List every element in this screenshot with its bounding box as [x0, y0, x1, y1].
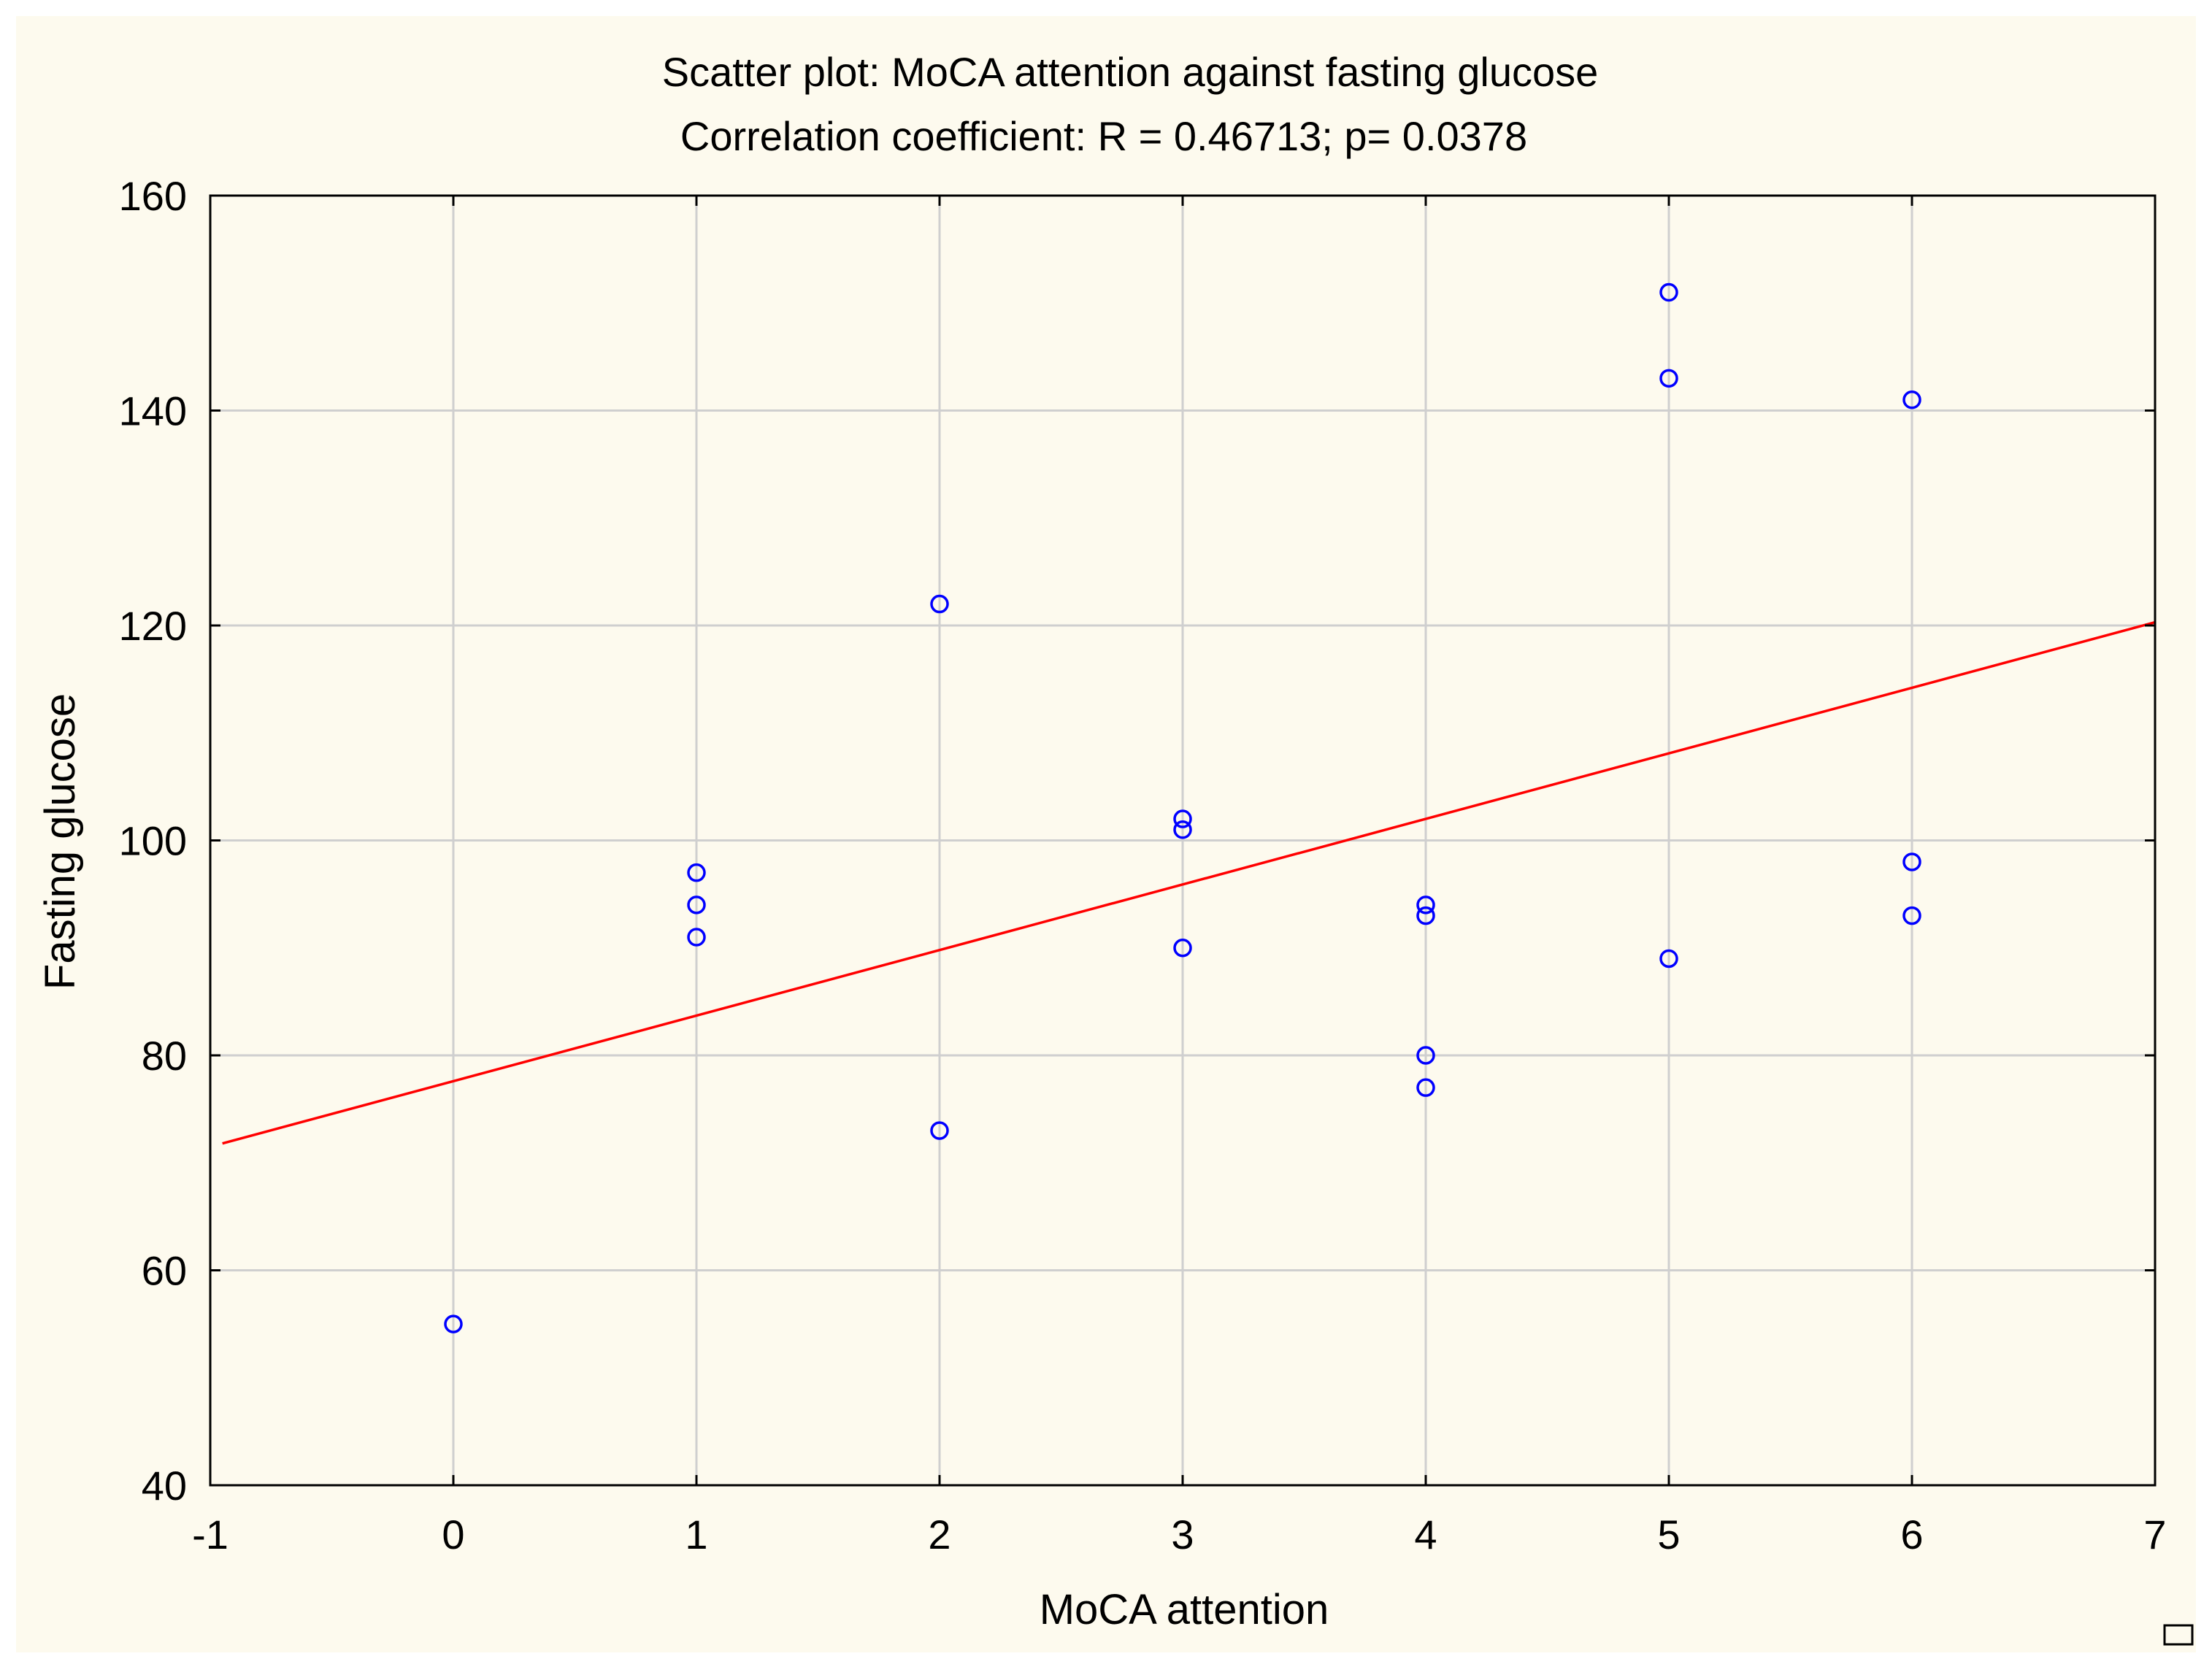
y-axis-label: Fasting glucose — [37, 693, 84, 990]
data-point — [444, 1314, 463, 1333]
x-tick-label: 6 — [1900, 1512, 1923, 1557]
data-point — [687, 928, 706, 947]
data-point — [1902, 852, 1921, 871]
data-point — [1416, 906, 1435, 925]
y-tick-label: 120 — [119, 603, 187, 649]
data-point — [1902, 390, 1921, 409]
data-point — [1173, 809, 1192, 828]
x-tick-label: 5 — [1657, 1512, 1680, 1557]
x-tick-label: 1 — [685, 1512, 707, 1557]
data-point — [930, 594, 949, 614]
x-tick-label: 4 — [1414, 1512, 1437, 1557]
y-tick-label: 140 — [119, 388, 187, 434]
data-point — [1416, 1046, 1435, 1065]
y-tick-labels: 40 60 80 100 120 140 160 — [119, 173, 187, 1509]
regression-line — [222, 620, 2156, 1145]
data-point — [1416, 1078, 1435, 1097]
x-axis-label: MoCA attention — [1040, 1586, 1329, 1633]
chart-subtitle: Correlation coefficient: R = 0.46713; p=… — [680, 113, 1527, 159]
axis-ticks — [209, 194, 2157, 1487]
data-point — [1416, 896, 1435, 914]
data-points — [444, 282, 1921, 1333]
x-tick-label: 2 — [928, 1512, 951, 1557]
data-point — [930, 1121, 949, 1140]
y-tick-label: 80 — [142, 1033, 187, 1079]
y-tick-label: 100 — [119, 818, 187, 864]
corner-box-icon — [2163, 1624, 2194, 1646]
chart-background — [16, 16, 2196, 1652]
x-tick-label: 7 — [2143, 1512, 2166, 1557]
x-tick-label: -1 — [192, 1512, 229, 1557]
data-point — [1173, 820, 1192, 839]
chart-title: Scatter plot: MoCA attention against fas… — [662, 49, 1599, 95]
y-tick-label: 60 — [142, 1248, 187, 1294]
x-tick-label: 0 — [442, 1512, 464, 1557]
x-tick-labels: -1 0 1 2 3 4 5 6 7 — [192, 1512, 2166, 1557]
data-point — [687, 863, 706, 882]
y-tick-label: 160 — [119, 173, 187, 219]
data-point — [1659, 949, 1678, 969]
data-point — [1902, 906, 1921, 925]
data-point — [1173, 939, 1192, 958]
x-tick-label: 3 — [1171, 1512, 1194, 1557]
regression-line-group — [222, 620, 2156, 1145]
data-point — [1659, 369, 1678, 388]
grid-lines — [210, 196, 2155, 1485]
data-point — [1659, 282, 1678, 302]
data-point — [687, 896, 706, 914]
y-tick-label: 40 — [142, 1463, 187, 1509]
